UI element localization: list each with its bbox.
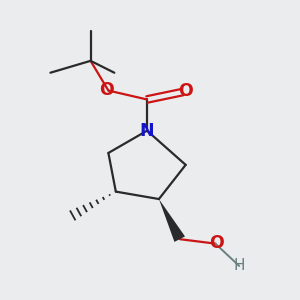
Text: O: O	[178, 82, 192, 100]
Text: H: H	[233, 258, 245, 273]
Text: N: N	[140, 122, 154, 140]
Text: O: O	[209, 234, 224, 252]
Text: O: O	[100, 81, 114, 99]
Polygon shape	[159, 199, 185, 242]
